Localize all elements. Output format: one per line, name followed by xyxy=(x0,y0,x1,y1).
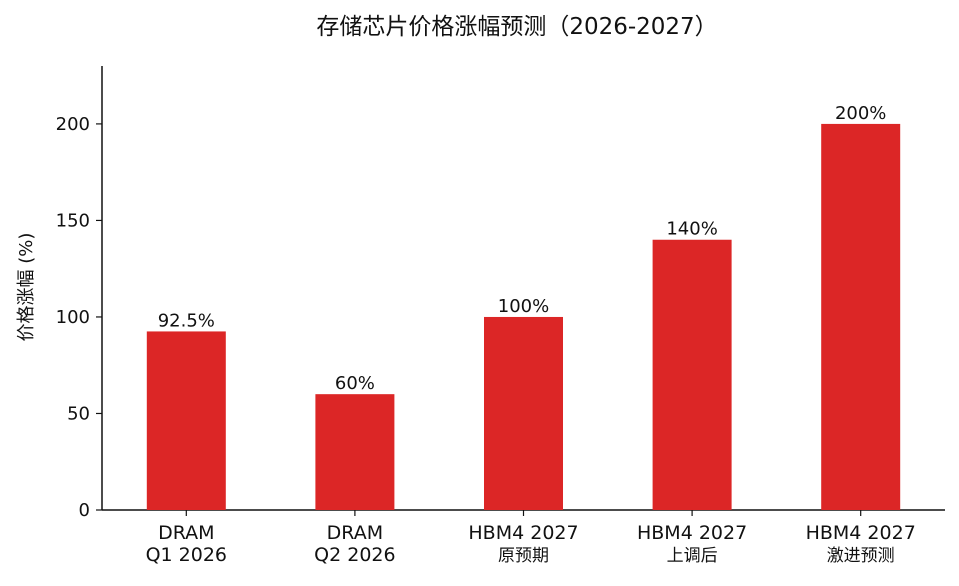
bar-value-label: 140% xyxy=(666,219,717,240)
y-tick-label: 50 xyxy=(67,403,90,424)
x-tick-label: Q2 2026 xyxy=(314,544,395,566)
bar-value-labels: 92.5% 60% 100% 140% 200% xyxy=(158,103,887,394)
y-tick-label: 0 xyxy=(79,500,90,521)
bar xyxy=(821,123,901,511)
y-axis-label: 价格涨幅 (%) xyxy=(16,233,37,342)
x-tick-label: HBM4 2027 xyxy=(637,522,747,544)
y-tick-label: 200 xyxy=(56,114,90,135)
bar xyxy=(652,239,732,510)
bar-value-label: 60% xyxy=(335,373,375,394)
bar xyxy=(315,394,395,510)
x-tick-label: 激进预测 xyxy=(827,546,895,566)
x-tick-label: 上调后 xyxy=(667,546,718,566)
bar-value-label: 92.5% xyxy=(158,310,215,331)
bar xyxy=(484,316,563,510)
x-tick-label: HBM4 2027 xyxy=(468,522,578,544)
y-tick-label: 100 xyxy=(56,307,90,328)
x-tick-label: Q1 2026 xyxy=(146,544,227,566)
bar-value-label: 200% xyxy=(835,103,886,124)
chart-title: 存储芯片价格涨幅预测（2026-2027） xyxy=(316,14,717,40)
bar-value-label: 100% xyxy=(498,296,549,317)
y-tick-label: 150 xyxy=(56,210,90,231)
x-tick-label: 原预期 xyxy=(498,546,549,566)
bar xyxy=(146,331,226,510)
bars xyxy=(146,123,901,511)
x-tick-label: DRAM xyxy=(158,522,214,544)
x-tick-label: DRAM xyxy=(327,522,383,544)
y-ticks: 0 50 100 150 200 xyxy=(56,114,102,521)
x-tick-label: HBM4 2027 xyxy=(806,522,916,544)
